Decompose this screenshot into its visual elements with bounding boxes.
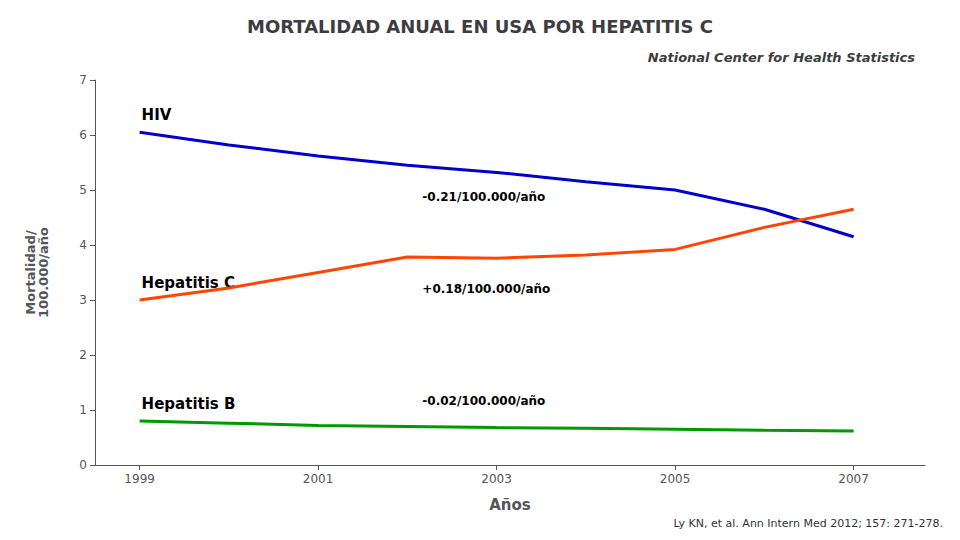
svg-text:Hepatitis B: Hepatitis B <box>142 395 236 413</box>
svg-text:6: 6 <box>79 128 87 142</box>
svg-text:Mortalidad/: Mortalidad/ <box>23 230 38 315</box>
svg-text:MORTALIDAD ANUAL EN USA POR HE: MORTALIDAD ANUAL EN USA POR HEPATITIS C <box>247 16 713 37</box>
svg-text:100.000/año: 100.000/año <box>36 227 51 318</box>
svg-text:HIV: HIV <box>142 106 172 124</box>
svg-text:Hepatitis C: Hepatitis C <box>141 273 235 292</box>
svg-text:0: 0 <box>79 458 87 472</box>
svg-text:-0.21/100.000/año: -0.21/100.000/año <box>422 190 545 204</box>
svg-text:-0.02/100.000/año: -0.02/100.000/año <box>422 394 545 408</box>
svg-text:1999: 1999 <box>124 472 155 486</box>
svg-text:2001: 2001 <box>303 472 334 486</box>
svg-text:2: 2 <box>79 348 87 362</box>
svg-text:1: 1 <box>79 403 87 417</box>
svg-text:3: 3 <box>79 293 87 307</box>
svg-text:+0.18/100.000/año: +0.18/100.000/año <box>422 282 550 296</box>
svg-text:2005: 2005 <box>660 472 691 486</box>
svg-text:2007: 2007 <box>838 472 869 486</box>
svg-text:4: 4 <box>79 238 87 252</box>
svg-text:Ly KN, et al. Ann Intern Med 2: Ly KN, et al. Ann Intern Med 2012; 157: … <box>673 517 943 530</box>
svg-text:2003: 2003 <box>481 472 512 486</box>
svg-text:7: 7 <box>79 73 87 87</box>
svg-text:5: 5 <box>79 183 87 197</box>
svg-text:National Center for Health Sta: National Center for Health Statistics <box>648 50 915 65</box>
svg-text:Años: Años <box>489 496 531 514</box>
